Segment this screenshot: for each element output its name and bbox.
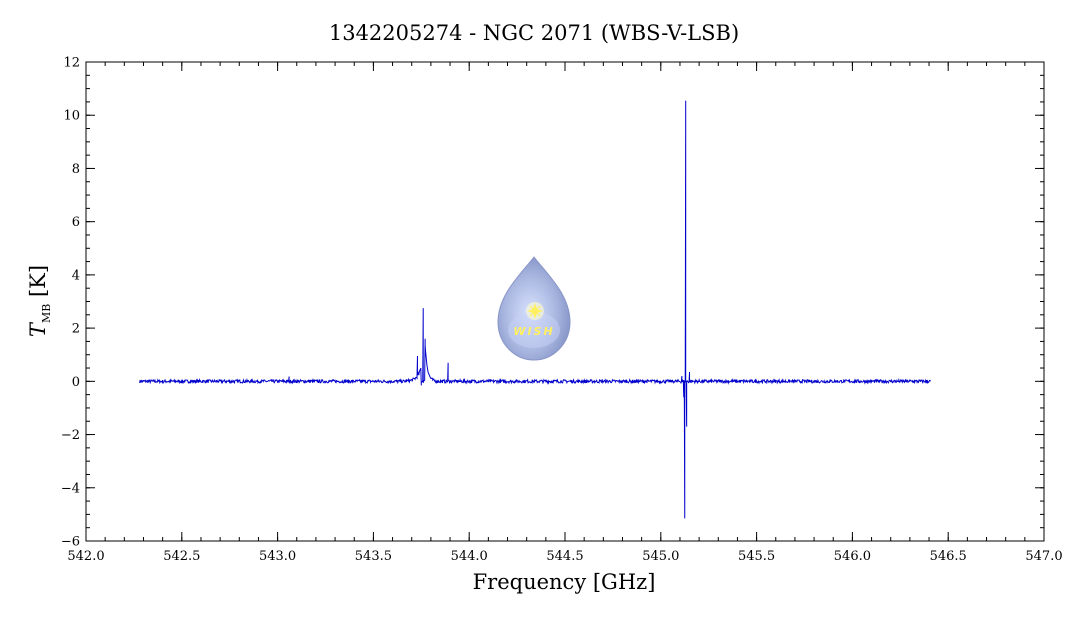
x-axis-ticks: 542.0 542.5 543.0 543.5 544.0 544.5 545.0 545.5… [67, 62, 1063, 564]
spectrum-line [139, 100, 931, 519]
y-tick-label: 2 [72, 322, 80, 337]
logo-label: WISH [513, 325, 554, 338]
x-tick-label: 544.0 [451, 549, 488, 564]
spectrum-series [139, 100, 931, 519]
x-tick-label: 543.0 [259, 549, 296, 564]
y-tick-label: 4 [72, 268, 80, 283]
x-tick-label: 542.5 [163, 549, 200, 564]
x-tick-label: 542.0 [67, 549, 104, 564]
chart-title: 1342205274 - NGC 2071 (WBS-V-LSB) [329, 21, 739, 45]
y-tick-label: −6 [61, 535, 80, 550]
y-tick-label: 12 [63, 56, 80, 71]
y-axis-label-main: T [26, 321, 50, 337]
y-tick-label: −2 [61, 428, 80, 443]
y-axis-label-sub: MB [40, 304, 53, 323]
x-tick-label: 546.0 [834, 549, 871, 564]
y-axis-label-unit: [K] [26, 265, 50, 297]
y-axis-ticks: −6 −4 −2 0 2 4 6 8 10 12 [61, 56, 1044, 550]
y-tick-label: −4 [61, 481, 80, 496]
y-tick-label: 8 [72, 162, 80, 177]
x-axis-label: Frequency [GHz] [473, 570, 656, 594]
y-axis-label: TMB [K] [26, 265, 53, 337]
x-tick-label: 544.5 [546, 549, 583, 564]
x-tick-label: 545.0 [642, 549, 679, 564]
svg-text:TMB [K]: TMB [K] [26, 265, 53, 337]
x-tick-label: 547.0 [1025, 549, 1062, 564]
wish-logo: WISH [497, 256, 571, 361]
x-tick-label: 545.5 [738, 549, 775, 564]
x-tick-label: 543.5 [355, 549, 392, 564]
y-tick-label: 0 [72, 375, 80, 390]
y-tick-label: 6 [72, 215, 80, 230]
y-tick-label: 10 [63, 109, 80, 124]
x-tick-label: 546.5 [930, 549, 967, 564]
star-icon [526, 302, 544, 320]
